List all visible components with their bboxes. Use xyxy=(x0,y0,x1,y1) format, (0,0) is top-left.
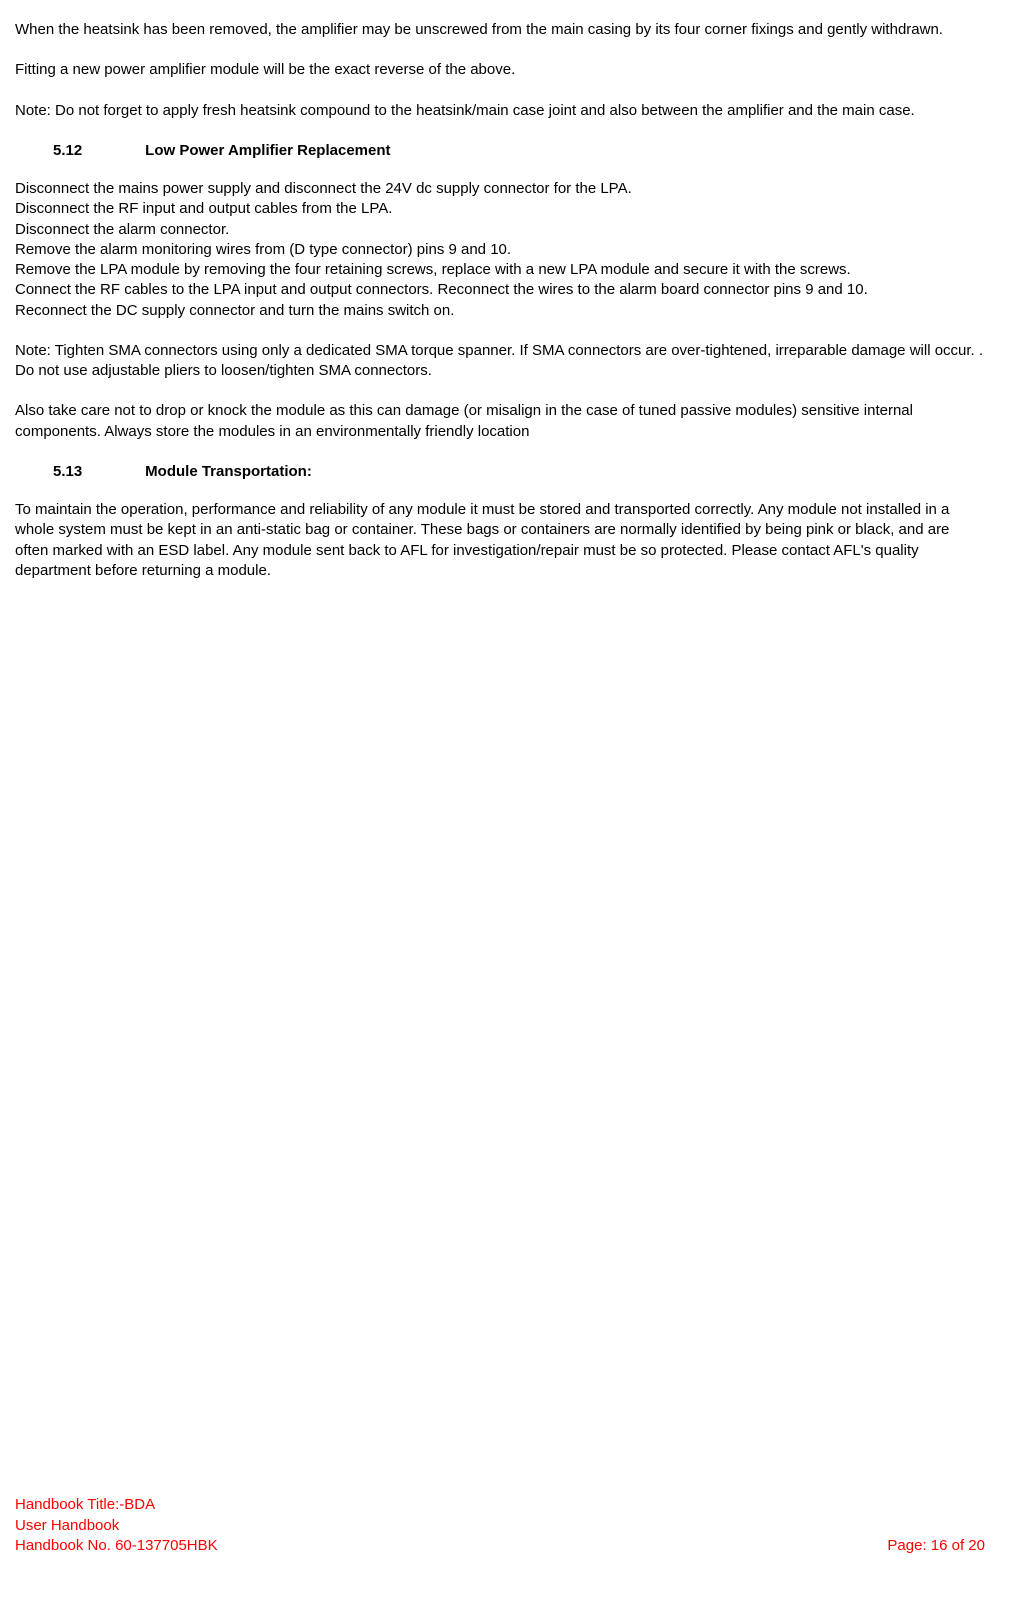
section-heading-5-12: 5.12 Low Power Amplifier Replacement xyxy=(53,141,985,161)
instruction-line: Remove the LPA module by removing the fo… xyxy=(15,260,985,280)
paragraph: Fitting a new power amplifier module wil… xyxy=(15,60,985,80)
footer-page-number: Page: 16 of 20 xyxy=(887,1536,985,1556)
instruction-block: Disconnect the mains power supply and di… xyxy=(15,179,985,321)
instruction-line: Connect the RF cables to the LPA input a… xyxy=(15,280,985,300)
instruction-line: Disconnect the RF input and output cable… xyxy=(15,199,985,219)
heading-number: 5.12 xyxy=(53,141,141,161)
instruction-line: Reconnect the DC supply connector and tu… xyxy=(15,301,985,321)
paragraph: When the heatsink has been removed, the … xyxy=(15,20,985,40)
instruction-line: Remove the alarm monitoring wires from (… xyxy=(15,240,985,260)
page-footer: Handbook Title:-BDA User Handbook Handbo… xyxy=(15,1495,985,1556)
note-paragraph: Note: Do not forget to apply fresh heats… xyxy=(15,101,985,121)
section-heading-5-13: 5.13 Module Transportation: xyxy=(53,462,985,482)
paragraph: Also take care not to drop or knock the … xyxy=(15,401,985,442)
heading-number: 5.13 xyxy=(53,462,141,482)
instruction-line: Disconnect the alarm connector. xyxy=(15,220,985,240)
paragraph: To maintain the operation, performance a… xyxy=(15,500,985,581)
footer-bottom-row: Handbook No. 60-137705HBK Page: 16 of 20 xyxy=(15,1536,985,1556)
footer-title: Handbook Title:-BDA xyxy=(15,1495,985,1515)
heading-title: Low Power Amplifier Replacement xyxy=(145,142,390,159)
note-paragraph: Note: Tighten SMA connectors using only … xyxy=(15,341,985,382)
footer-subtitle: User Handbook xyxy=(15,1516,985,1536)
heading-title: Module Transportation: xyxy=(145,463,312,480)
instruction-line: Disconnect the mains power supply and di… xyxy=(15,179,985,199)
footer-handbook-number: Handbook No. 60-137705HBK xyxy=(15,1536,218,1556)
